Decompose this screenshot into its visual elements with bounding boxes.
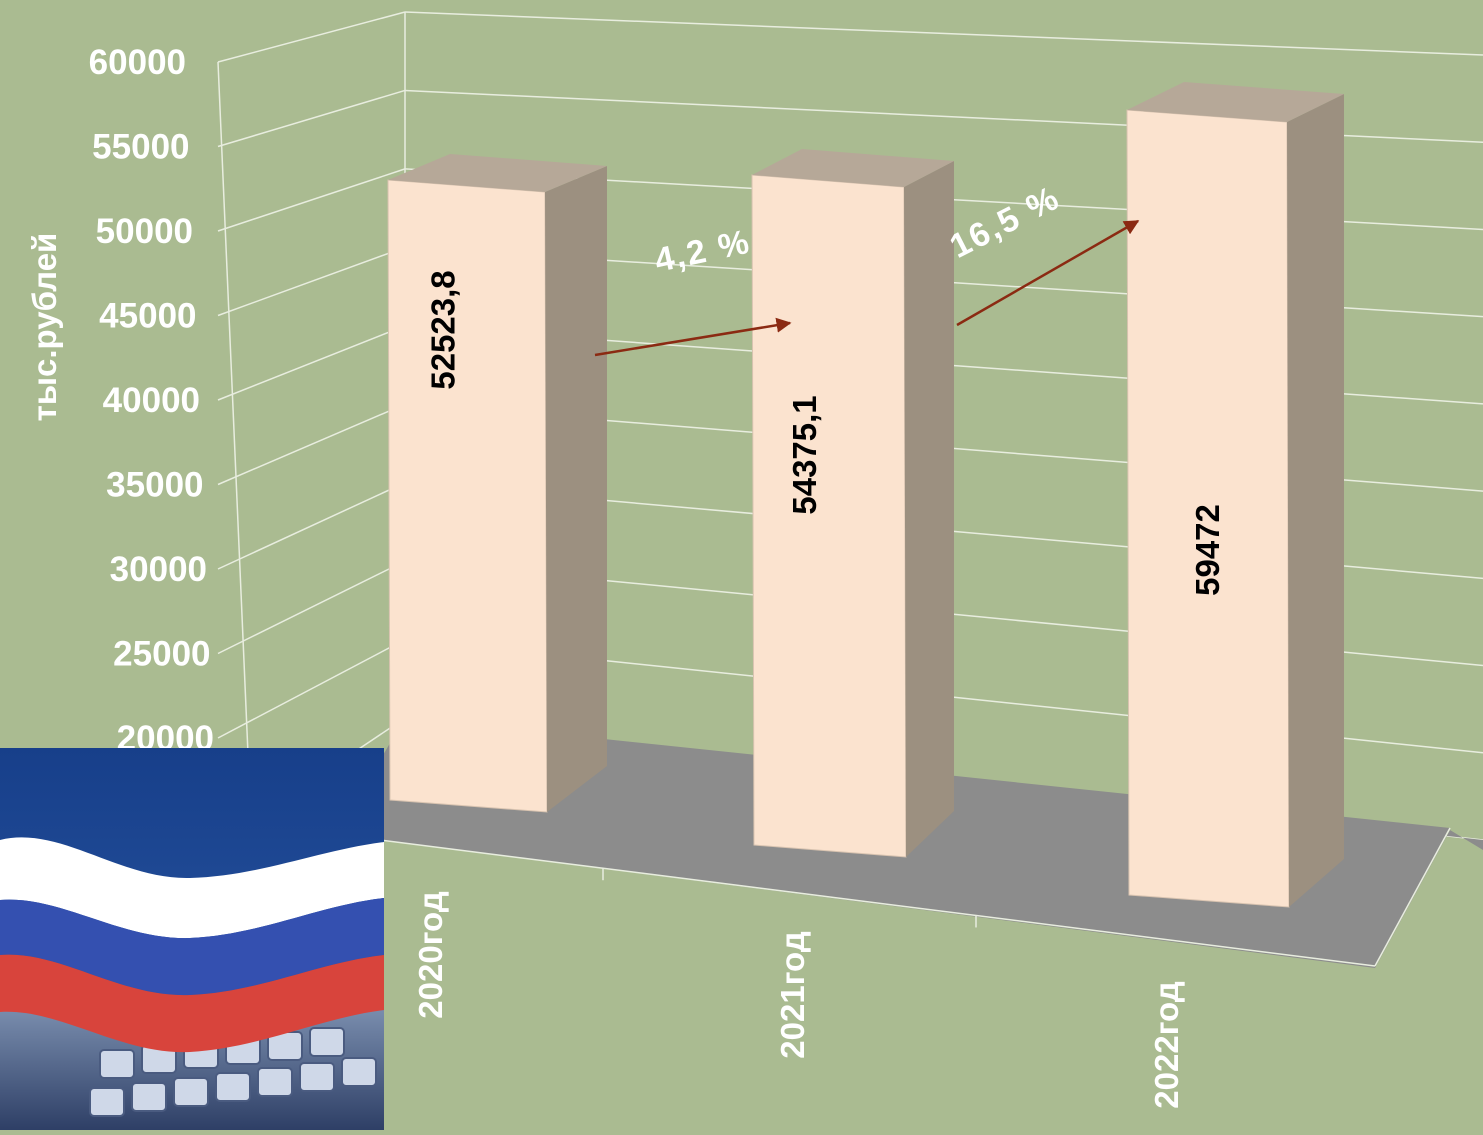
growth-arrow <box>594 317 792 357</box>
y-tick-label: 25000 <box>113 635 210 674</box>
y-tick-label: 50000 <box>96 212 193 251</box>
y-tick-label: 55000 <box>92 128 189 167</box>
x-tick-label: 2020год <box>412 891 449 1018</box>
russian-flag-keyboard-icon <box>0 748 384 1130</box>
growth-label: 4,2 % <box>651 223 754 280</box>
y-tick-label: 30000 <box>110 550 207 589</box>
bar-top <box>388 154 607 192</box>
bar-side <box>545 166 607 812</box>
growth-label: 16,5 % <box>944 179 1066 266</box>
y-tick-label: 35000 <box>106 466 203 505</box>
bar-2020год: 52523,8 <box>387 154 607 813</box>
y-tick-label: 45000 <box>99 297 196 336</box>
bar-side <box>1287 94 1344 907</box>
bar-top <box>752 149 954 187</box>
bar-2021год: 54375,1 <box>751 149 954 858</box>
bar-2022год: 59472 <box>1126 82 1344 908</box>
x-tick-label: 2021год <box>774 931 811 1058</box>
bar-value-label: 52523,8 <box>425 270 462 389</box>
x-tick-label: 2022год <box>1148 981 1185 1108</box>
y-tick-label: 60000 <box>89 43 186 82</box>
x-axis: 2020год 2021год 2022год <box>412 891 1185 1108</box>
y-axis-label: тыс.рублей <box>26 233 63 422</box>
y-axis: 2000025000300003500040000450005000055000… <box>89 43 214 758</box>
bar-side <box>904 161 954 857</box>
bar-front <box>387 179 548 813</box>
bar-value-label: 54375,1 <box>786 395 823 514</box>
bars: 52523,8 54375,1 59472 <box>387 82 1344 908</box>
bar-front <box>751 174 907 858</box>
growth-arrow <box>956 219 1140 327</box>
bar-top <box>1127 82 1344 122</box>
bar-value-label: 59472 <box>1189 504 1226 596</box>
y-tick-label: 40000 <box>103 381 200 420</box>
